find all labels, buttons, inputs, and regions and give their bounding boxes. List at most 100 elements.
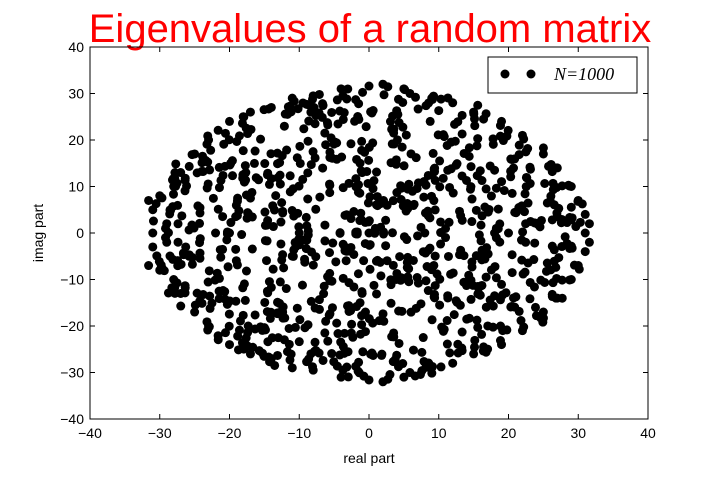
data-point: [184, 161, 194, 171]
data-point: [338, 114, 348, 124]
data-point: [357, 168, 367, 178]
data-point: [238, 146, 248, 156]
data-point: [247, 244, 257, 254]
data-point: [368, 106, 378, 116]
data-point: [388, 196, 398, 206]
data-point: [442, 339, 452, 349]
data-point: [333, 329, 343, 339]
data-point: [481, 184, 491, 194]
data-point: [433, 130, 443, 140]
data-point: [148, 216, 158, 226]
data-point: [250, 310, 260, 320]
data-point: [427, 368, 437, 378]
data-point: [165, 251, 175, 261]
data-point: [254, 346, 264, 356]
data-point: [249, 158, 259, 168]
data-point: [289, 211, 299, 221]
data-point: [491, 223, 501, 233]
legend-box: [487, 56, 638, 94]
data-point: [413, 104, 423, 114]
data-point: [491, 273, 501, 283]
data-point: [523, 144, 533, 154]
data-point: [394, 306, 404, 316]
data-point: [574, 264, 584, 274]
data-point: [411, 303, 421, 313]
data-point: [297, 280, 307, 290]
data-point: [347, 319, 357, 329]
data-point: [177, 211, 187, 221]
data-point: [304, 354, 314, 364]
data-point: [243, 321, 253, 331]
data-point: [472, 141, 482, 151]
data-point: [318, 355, 328, 365]
data-point: [427, 191, 437, 201]
y-tick-label: −20: [60, 318, 84, 334]
data-point: [165, 209, 175, 219]
data-point: [219, 139, 229, 149]
data-point: [565, 181, 575, 191]
data-point: [206, 145, 216, 155]
data-point: [377, 350, 387, 360]
data-point: [365, 192, 375, 202]
data-point: [260, 236, 270, 246]
data-point: [308, 94, 318, 104]
data-point: [262, 170, 272, 180]
data-point: [357, 320, 367, 330]
data-point: [320, 328, 330, 338]
data-point: [510, 207, 520, 217]
data-point: [546, 265, 556, 275]
data-point: [268, 222, 278, 232]
x-tick-label: −40: [78, 425, 102, 441]
data-point: [379, 316, 389, 326]
data-point: [442, 140, 452, 150]
data-point: [466, 162, 476, 172]
data-point: [580, 247, 590, 257]
data-point: [180, 281, 190, 291]
data-point: [224, 321, 234, 331]
data-point: [238, 283, 248, 293]
data-point: [470, 335, 480, 345]
data-point: [491, 233, 501, 243]
data-point: [438, 326, 448, 336]
data-point: [351, 182, 361, 192]
data-point: [332, 95, 342, 105]
data-point: [328, 238, 338, 248]
data-point: [245, 107, 255, 117]
data-point: [412, 273, 422, 283]
data-point: [477, 255, 487, 265]
data-point: [369, 280, 379, 290]
data-point: [502, 131, 512, 141]
data-point: [471, 205, 481, 215]
data-point: [372, 289, 382, 299]
data-point: [243, 126, 253, 136]
data-point: [173, 261, 183, 271]
data-point: [566, 202, 576, 212]
data-point: [213, 125, 223, 135]
data-point: [425, 116, 435, 126]
data-point: [266, 149, 276, 159]
data-point: [294, 222, 304, 232]
data-point: [427, 315, 437, 325]
data-point: [231, 256, 241, 266]
data-point: [442, 316, 452, 326]
data-point: [365, 240, 375, 250]
data-point: [383, 82, 393, 92]
data-point: [301, 212, 311, 222]
data-point: [411, 153, 421, 163]
data-point: [536, 275, 546, 285]
data-point: [233, 193, 243, 203]
data-point: [417, 347, 427, 357]
points-layer: [144, 79, 594, 387]
data-point: [430, 281, 440, 291]
data-point: [342, 94, 352, 104]
data-point: [436, 228, 446, 238]
data-point: [279, 121, 289, 131]
data-point: [295, 315, 305, 325]
data-point: [203, 157, 213, 167]
data-point: [477, 329, 487, 339]
data-point: [336, 372, 346, 382]
data-point: [336, 84, 346, 94]
data-point: [301, 244, 311, 254]
data-point: [502, 325, 512, 335]
